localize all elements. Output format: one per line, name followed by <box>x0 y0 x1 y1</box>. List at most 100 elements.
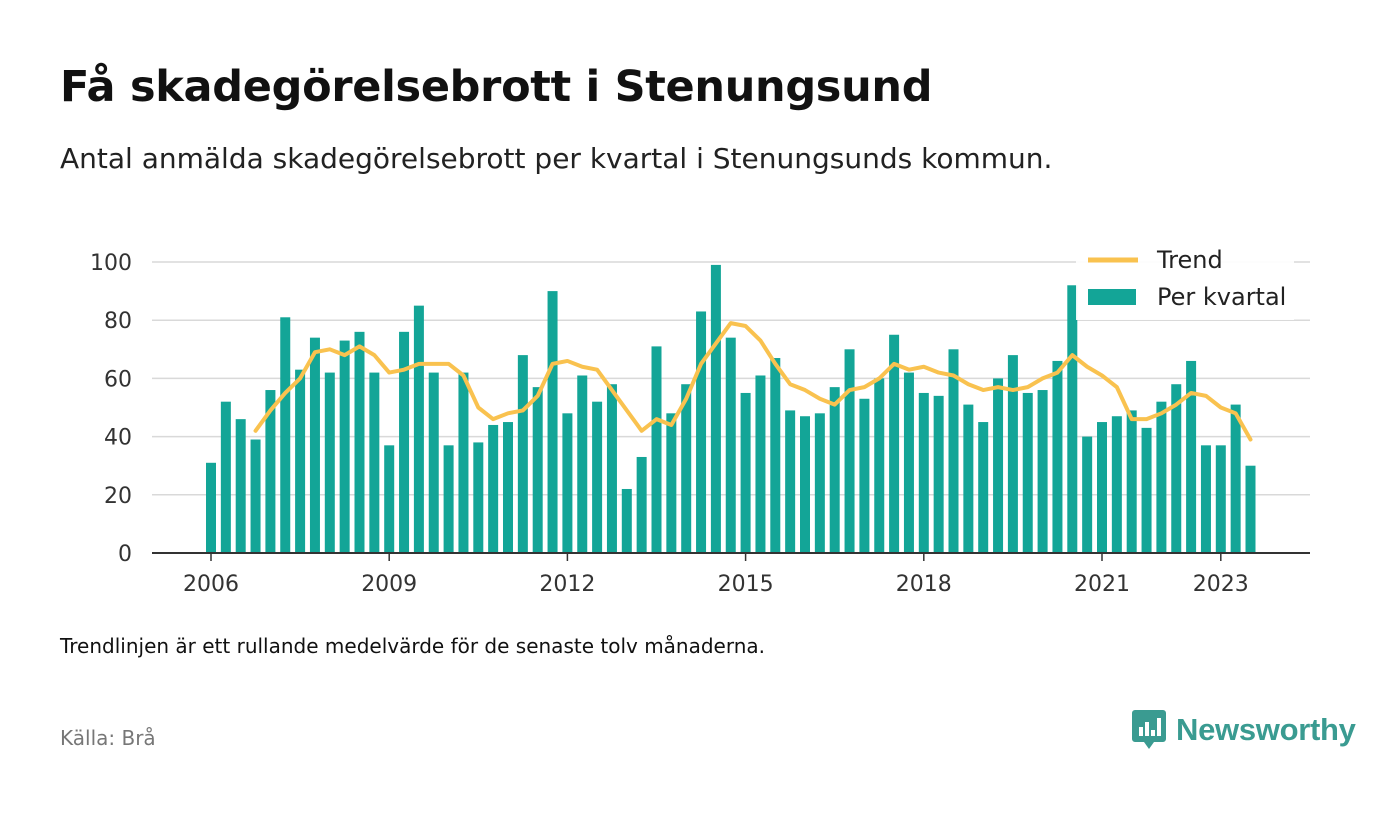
bar <box>413 305 424 553</box>
bar <box>532 387 543 553</box>
bar <box>1111 416 1122 553</box>
legend-bars-label: Per kvartal <box>1157 283 1286 311</box>
bar <box>829 387 840 553</box>
bar <box>369 372 380 553</box>
y-tick-label: 20 <box>104 484 132 509</box>
chart-badge-icon <box>1132 710 1166 749</box>
bar <box>770 358 781 553</box>
bar <box>621 488 632 553</box>
bar <box>1200 445 1211 553</box>
y-tick-label: 40 <box>104 426 132 451</box>
axes: 0 20 40 60 80 100 2006 2009 2012 2015 2018 2021 2023 <box>90 251 1310 597</box>
bar <box>1156 401 1167 553</box>
brand-logo: Newsworthy <box>1132 710 1356 750</box>
bar <box>785 410 796 553</box>
x-tick-label: 2009 <box>361 572 417 597</box>
bar <box>1037 390 1048 553</box>
x-tick-label: 2012 <box>539 572 595 597</box>
bar <box>280 317 291 553</box>
bar <box>1052 360 1063 553</box>
bar <box>1230 404 1241 553</box>
legend: Trend Per kvartal <box>1076 238 1294 320</box>
bar <box>503 422 513 553</box>
bar <box>874 378 885 553</box>
bar <box>517 355 528 553</box>
legend-bars-swatch <box>1088 289 1136 305</box>
bar <box>562 413 573 553</box>
bar <box>220 401 231 553</box>
bar <box>309 337 320 553</box>
legend-background <box>1076 238 1294 320</box>
y-tick-label: 80 <box>104 309 132 334</box>
bar <box>1126 410 1137 553</box>
bar <box>710 264 721 553</box>
bar <box>993 378 1004 553</box>
x-tick-label: 2018 <box>896 572 952 597</box>
bar <box>889 334 900 553</box>
x-tick-label: 2006 <box>183 572 239 597</box>
bar <box>443 445 454 553</box>
bar <box>1007 355 1018 553</box>
bar <box>1022 392 1033 553</box>
bar <box>265 390 276 553</box>
bar <box>681 384 692 553</box>
brand-name: Newsworthy <box>1176 712 1356 747</box>
bar <box>458 372 469 553</box>
chart-subtitle: Antal anmälda skadegörelsebrott per kvar… <box>60 142 1053 175</box>
bar <box>295 369 306 553</box>
bar <box>1215 445 1226 553</box>
y-tick-label: 0 <box>118 542 132 567</box>
bar <box>488 424 499 553</box>
bar <box>666 413 677 553</box>
bar <box>473 442 484 553</box>
legend-trend-label: Trend <box>1156 246 1223 274</box>
bar <box>725 337 736 553</box>
bar <box>933 395 944 553</box>
bar <box>963 404 974 553</box>
bar <box>428 372 439 553</box>
bar <box>1186 360 1197 553</box>
bar <box>1171 384 1182 553</box>
bar <box>354 331 365 553</box>
bar <box>814 413 825 553</box>
bar <box>1082 436 1093 553</box>
bar <box>547 291 558 553</box>
bar <box>1245 465 1256 553</box>
bar <box>755 375 766 553</box>
trend-line-layer <box>253 321 1253 442</box>
chart-title: Få skadegörelsebrott i Stenungsund <box>60 62 933 112</box>
bar <box>800 416 810 553</box>
bar <box>918 392 929 553</box>
bar <box>651 346 662 553</box>
bar <box>250 439 261 553</box>
y-tick-label: 60 <box>104 367 132 392</box>
bar <box>606 384 617 553</box>
bar <box>740 392 751 553</box>
bar <box>948 349 959 553</box>
source-label: Källa: Brå <box>60 726 156 750</box>
bar <box>1097 422 1107 553</box>
bar <box>384 445 395 553</box>
x-tick-label: 2021 <box>1074 572 1130 597</box>
bar <box>859 398 870 553</box>
trend-footnote: Trendlinjen är ett rullande medelvärde f… <box>60 634 766 658</box>
bar <box>592 401 603 553</box>
bar <box>206 462 216 553</box>
bar <box>577 375 588 553</box>
bar <box>324 372 335 553</box>
x-tick-label: 2023 <box>1193 572 1249 597</box>
bar <box>399 331 410 553</box>
bar <box>235 419 246 553</box>
bar <box>339 340 350 553</box>
bars <box>206 264 1256 553</box>
bar <box>1141 427 1152 553</box>
x-tick-label: 2015 <box>718 572 774 597</box>
y-tick-label: 100 <box>90 251 132 276</box>
trend-line <box>253 321 1253 442</box>
bar <box>636 456 647 553</box>
bar <box>844 349 855 553</box>
bar <box>1067 285 1078 553</box>
bar <box>903 372 914 553</box>
bar <box>696 311 707 553</box>
